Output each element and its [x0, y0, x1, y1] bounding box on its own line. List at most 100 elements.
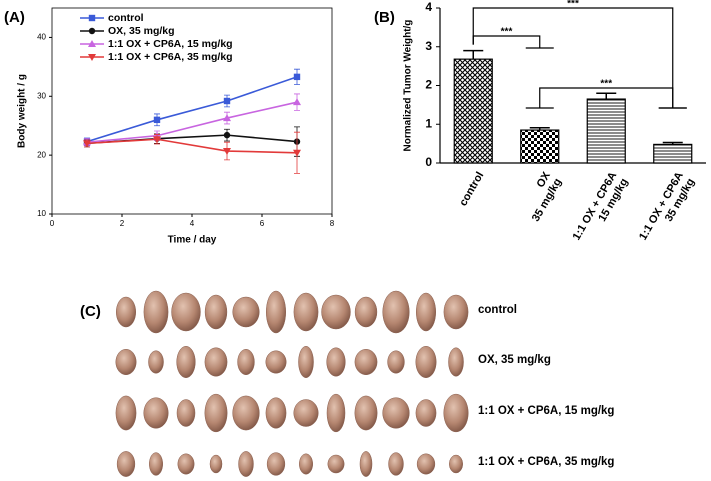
- tumor: [299, 453, 313, 475]
- tumor: [382, 397, 410, 429]
- panel-label: (B): [374, 9, 395, 26]
- tumor: [115, 349, 137, 375]
- legend-label: 1:1 OX + CP6A, 35 mg/kg: [108, 51, 233, 63]
- marker: [223, 114, 231, 122]
- tumor: [298, 346, 314, 378]
- y-axis-label: Body weight / g: [17, 74, 28, 148]
- tumor: [143, 397, 169, 429]
- y-tick-label: 0: [425, 155, 432, 169]
- x-tick-label: 6: [260, 219, 265, 228]
- tumor: [116, 296, 136, 328]
- tumor: [204, 393, 228, 433]
- row-label: OX, 35 mg/kg: [478, 354, 551, 366]
- marker: [223, 131, 231, 139]
- tumor: [443, 393, 469, 433]
- marker: [223, 148, 231, 156]
- significance-label: ***: [600, 79, 612, 90]
- marker: [153, 116, 161, 124]
- x-tick-label: 8: [330, 219, 335, 228]
- row-label: 1:1 OX + CP6A, 35 mg/kg: [478, 456, 614, 468]
- tumor: [149, 452, 163, 476]
- y-tick-label: 30: [37, 91, 46, 100]
- marker: [223, 97, 231, 105]
- marker: [293, 149, 301, 157]
- tumor: [443, 294, 469, 330]
- row-label: 1:1 OX + CP6A, 15 mg/kg: [478, 405, 614, 417]
- tumor: [388, 452, 404, 476]
- marker: [153, 136, 161, 144]
- legend-marker: [88, 14, 96, 22]
- x-tick-label: 0: [50, 219, 55, 228]
- legend-label: OX, 35 mg/kg: [108, 25, 175, 37]
- tumor: [265, 397, 287, 429]
- y-tick-label: 4: [425, 0, 432, 14]
- y-tick-label: 20: [37, 150, 46, 159]
- tumor: [416, 453, 436, 475]
- significance-label: ***: [567, 0, 579, 10]
- panel-label: (A): [4, 9, 25, 26]
- tumor: [177, 453, 195, 475]
- significance-bracket: [472, 7, 687, 109]
- y-tick-label: 40: [37, 33, 46, 42]
- tumor: [266, 452, 286, 476]
- x-tick-label: 2: [120, 219, 125, 228]
- tumor: [327, 454, 345, 474]
- bar: [520, 129, 560, 164]
- bar: [453, 58, 493, 164]
- legend-marker: [88, 54, 96, 61]
- x-axis-label: Time / day: [168, 235, 217, 246]
- tumor: [415, 346, 437, 378]
- tumor: [176, 346, 196, 378]
- x-tick-label: control: [457, 170, 486, 208]
- tumor: [265, 350, 287, 374]
- x-tick-label-line: control: [457, 170, 486, 208]
- y-tick-label: 2: [425, 78, 432, 92]
- legend-label: control: [108, 12, 144, 24]
- error-bar: [596, 92, 617, 100]
- y-tick-label: 10: [37, 209, 46, 218]
- tumor: [415, 399, 437, 427]
- legend-marker: [88, 40, 96, 47]
- tumor: [382, 290, 410, 334]
- tumor: [237, 349, 255, 375]
- tumor: [354, 395, 378, 431]
- significance-bracket: [472, 35, 554, 49]
- tumor: [293, 399, 319, 427]
- tumor: [116, 451, 136, 477]
- series-line: [86, 138, 298, 154]
- tumor: [266, 290, 286, 334]
- tumor: [176, 399, 196, 427]
- tumor: [354, 349, 378, 375]
- tumor: [354, 296, 378, 328]
- marker: [83, 140, 91, 148]
- tumor: [171, 292, 201, 332]
- tumor: [321, 294, 351, 330]
- bar: [653, 143, 693, 164]
- tumor: [359, 451, 373, 477]
- error-bar: [529, 126, 550, 131]
- tumor: [115, 395, 137, 431]
- tumor: [416, 292, 436, 332]
- tumor: [232, 395, 260, 431]
- error-bar: [662, 141, 683, 145]
- y-tick-label: 3: [425, 39, 432, 53]
- significance-bracket: [525, 87, 687, 109]
- bar: [586, 98, 626, 164]
- series-line: [86, 101, 298, 143]
- series-line: [86, 76, 298, 143]
- tumor: [232, 296, 260, 328]
- tumor: [387, 350, 405, 374]
- marker: [293, 98, 301, 106]
- tumor: [209, 454, 223, 474]
- y-axis-label: Normalized Tumor Weight/g: [403, 20, 414, 152]
- tumor: [326, 347, 346, 377]
- tumor: [143, 290, 169, 334]
- legend-marker: [88, 27, 96, 35]
- tumor: [238, 451, 254, 477]
- marker: [293, 73, 301, 81]
- tumor: [204, 294, 228, 330]
